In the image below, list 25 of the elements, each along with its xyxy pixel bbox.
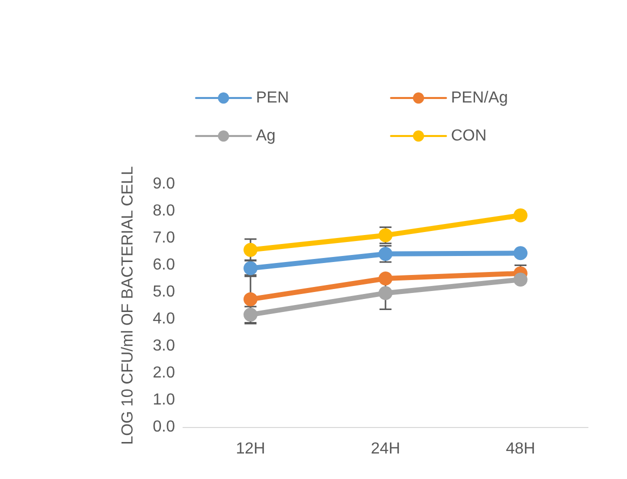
y-tick-label: 2.0 [152,364,176,382]
point [244,292,258,306]
y-tick-label: 3.0 [152,338,176,354]
legend-label: PEN [256,90,289,106]
x-tick-label: 12H [236,440,266,458]
point [378,286,392,300]
x-tick-label: 48H [506,440,536,458]
y-tick-label: 7.0 [152,230,176,246]
legend-label: PEN/Ag [451,90,508,106]
point [378,272,392,286]
y-tick-label: 1.0 [152,392,176,408]
y-tick-label: 5.0 [152,284,176,300]
y-tick-label: 0.0 [152,418,176,436]
point [244,242,258,257]
y-tick-label: 9.0 [152,176,176,192]
legend-label: CON [451,128,487,144]
point [514,246,528,260]
x-tick-label: 24H [370,440,400,458]
y-tick-label: 6.0 [152,256,176,274]
point [514,272,528,287]
point [514,208,528,222]
y-tick-label: 4.0 [152,310,176,328]
legend-label: Ag [256,128,276,144]
y-axis-title: LOG 10 CFU/ml OF BACTERIAL CELL [120,166,136,445]
y-tick-label: 8.0 [152,202,176,220]
